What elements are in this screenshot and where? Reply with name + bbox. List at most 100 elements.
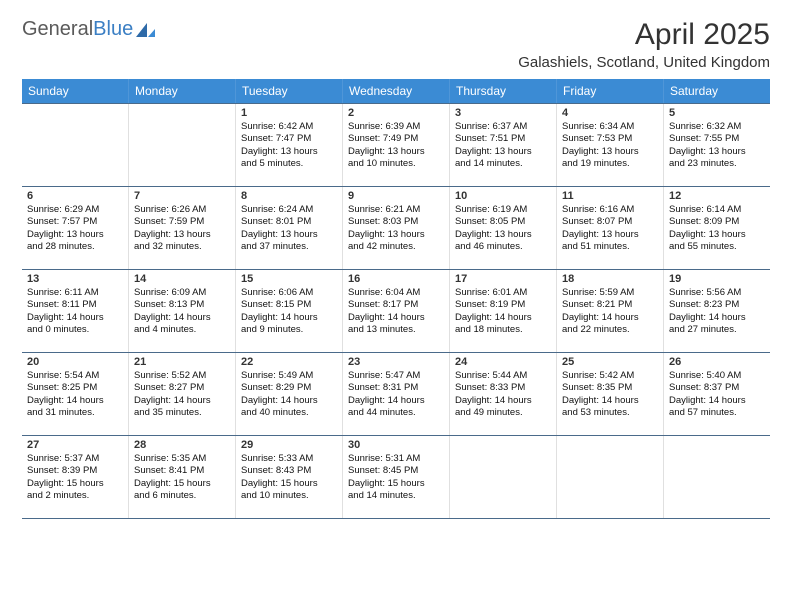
- sun-info: Sunrise: 6:42 AMSunset: 7:47 PMDaylight:…: [241, 121, 337, 170]
- day-cell: 28 Sunrise: 5:35 AMSunset: 8:41 PMDayligh…: [129, 436, 236, 518]
- week-row: 13 Sunrise: 6:11 AMSunset: 8:11 PMDayligh…: [22, 269, 770, 352]
- day-cell: 14 Sunrise: 6:09 AMSunset: 8:13 PMDayligh…: [129, 270, 236, 352]
- sun-info: Sunrise: 5:33 AMSunset: 8:43 PMDaylight:…: [241, 453, 337, 502]
- day-cell: 4 Sunrise: 6:34 AMSunset: 7:53 PMDaylight…: [557, 104, 664, 186]
- day-cell: 25 Sunrise: 5:42 AMSunset: 8:35 PMDayligh…: [557, 353, 664, 435]
- day-header: Wednesday: [343, 79, 450, 103]
- day-header: Monday: [129, 79, 236, 103]
- sun-info: Sunrise: 6:11 AMSunset: 8:11 PMDaylight:…: [27, 287, 123, 336]
- empty-cell: [557, 436, 664, 518]
- sun-info: Sunrise: 5:52 AMSunset: 8:27 PMDaylight:…: [134, 370, 230, 419]
- sun-info: Sunrise: 6:32 AMSunset: 7:55 PMDaylight:…: [669, 121, 765, 170]
- day-number: 4: [562, 107, 658, 119]
- day-cell: 3 Sunrise: 6:37 AMSunset: 7:51 PMDaylight…: [450, 104, 557, 186]
- day-number: 20: [27, 356, 123, 368]
- day-cell: 13 Sunrise: 6:11 AMSunset: 8:11 PMDayligh…: [22, 270, 129, 352]
- week-row: 1 Sunrise: 6:42 AMSunset: 7:47 PMDaylight…: [22, 103, 770, 186]
- sun-info: Sunrise: 6:19 AMSunset: 8:05 PMDaylight:…: [455, 204, 551, 253]
- sun-info: Sunrise: 5:35 AMSunset: 8:41 PMDaylight:…: [134, 453, 230, 502]
- day-number: 22: [241, 356, 337, 368]
- sun-info: Sunrise: 6:34 AMSunset: 7:53 PMDaylight:…: [562, 121, 658, 170]
- day-cell: 5 Sunrise: 6:32 AMSunset: 7:55 PMDaylight…: [664, 104, 770, 186]
- sun-info: Sunrise: 6:26 AMSunset: 7:59 PMDaylight:…: [134, 204, 230, 253]
- day-cell: 18 Sunrise: 5:59 AMSunset: 8:21 PMDayligh…: [557, 270, 664, 352]
- page-header: GeneralBlue April 2025 Galashiels, Scotl…: [22, 18, 770, 71]
- sun-info: Sunrise: 5:40 AMSunset: 8:37 PMDaylight:…: [669, 370, 765, 419]
- day-cell: 9 Sunrise: 6:21 AMSunset: 8:03 PMDaylight…: [343, 187, 450, 269]
- sun-info: Sunrise: 6:01 AMSunset: 8:19 PMDaylight:…: [455, 287, 551, 336]
- logo-text-blue: Blue: [93, 18, 133, 41]
- logo-text-general: General: [22, 18, 93, 41]
- day-number: 11: [562, 190, 658, 202]
- empty-cell: [664, 436, 770, 518]
- day-cell: 19Sunrise: 5:56 AMSunset: 8:23 PMDayligh…: [664, 270, 770, 352]
- sun-info: Sunrise: 6:16 AMSunset: 8:07 PMDaylight:…: [562, 204, 658, 253]
- day-cell: 17Sunrise: 6:01 AMSunset: 8:19 PMDayligh…: [450, 270, 557, 352]
- sun-info: Sunrise: 6:29 AMSunset: 7:57 PMDaylight:…: [27, 204, 123, 253]
- day-cell: 8Sunrise: 6:24 AMSunset: 8:01 PMDaylight…: [236, 187, 343, 269]
- day-cell: 21 Sunrise: 5:52 AMSunset: 8:27 PMDayligh…: [129, 353, 236, 435]
- day-header: Sunday: [22, 79, 129, 103]
- day-number: 2: [348, 107, 444, 119]
- day-cell: 27Sunrise: 5:37 AMSunset: 8:39 PMDayligh…: [22, 436, 129, 518]
- sun-info: Sunrise: 5:31 AMSunset: 8:45 PMDaylight:…: [348, 453, 444, 502]
- day-number: 25: [562, 356, 658, 368]
- empty-cell: [450, 436, 557, 518]
- day-cell: 22Sunrise: 5:49 AMSunset: 8:29 PMDayligh…: [236, 353, 343, 435]
- day-cell: 2Sunrise: 6:39 AMSunset: 7:49 PMDaylight…: [343, 104, 450, 186]
- day-cell: 24 Sunrise: 5:44 AMSunset: 8:33 PMDayligh…: [450, 353, 557, 435]
- sun-info: Sunrise: 5:54 AMSunset: 8:25 PMDaylight:…: [27, 370, 123, 419]
- day-header: Tuesday: [236, 79, 343, 103]
- day-number: 16: [348, 273, 444, 285]
- day-number: 18: [562, 273, 658, 285]
- day-cell: 20 Sunrise: 5:54 AMSunset: 8:25 PMDayligh…: [22, 353, 129, 435]
- day-number: 26: [669, 356, 765, 368]
- day-number: 19: [669, 273, 765, 285]
- sun-info: Sunrise: 5:42 AMSunset: 8:35 PMDaylight:…: [562, 370, 658, 419]
- logo: GeneralBlue: [22, 18, 157, 41]
- day-number: 9: [348, 190, 444, 202]
- day-cell: 6 Sunrise: 6:29 AMSunset: 7:57 PMDaylight…: [22, 187, 129, 269]
- sun-info: Sunrise: 6:37 AMSunset: 7:51 PMDaylight:…: [455, 121, 551, 170]
- day-number: 30: [348, 439, 444, 451]
- day-number: 3: [455, 107, 551, 119]
- day-number: 27: [27, 439, 123, 451]
- empty-cell: [22, 104, 129, 186]
- day-header: Saturday: [664, 79, 770, 103]
- sun-info: Sunrise: 6:24 AMSunset: 8:01 PMDaylight:…: [241, 204, 337, 253]
- day-cell: 11 Sunrise: 6:16 AMSunset: 8:07 PMDayligh…: [557, 187, 664, 269]
- month-title: April 2025: [518, 18, 770, 52]
- day-number: 7: [134, 190, 230, 202]
- day-number: 13: [27, 273, 123, 285]
- day-number: 12: [669, 190, 765, 202]
- day-header: Friday: [557, 79, 664, 103]
- calendar-body: 1 Sunrise: 6:42 AMSunset: 7:47 PMDaylight…: [22, 103, 770, 518]
- day-header-row: SundayMondayTuesdayWednesdayThursdayFrid…: [22, 79, 770, 103]
- day-number: 5: [669, 107, 765, 119]
- day-cell: 1 Sunrise: 6:42 AMSunset: 7:47 PMDaylight…: [236, 104, 343, 186]
- sun-info: Sunrise: 5:47 AMSunset: 8:31 PMDaylight:…: [348, 370, 444, 419]
- day-number: 29: [241, 439, 337, 451]
- day-number: 24: [455, 356, 551, 368]
- day-cell: 10 Sunrise: 6:19 AMSunset: 8:05 PMDayligh…: [450, 187, 557, 269]
- day-number: 21: [134, 356, 230, 368]
- day-cell: 30 Sunrise: 5:31 AMSunset: 8:45 PMDayligh…: [343, 436, 450, 518]
- sun-info: Sunrise: 6:21 AMSunset: 8:03 PMDaylight:…: [348, 204, 444, 253]
- day-cell: 23 Sunrise: 5:47 AMSunset: 8:31 PMDayligh…: [343, 353, 450, 435]
- day-cell: 15Sunrise: 6:06 AMSunset: 8:15 PMDayligh…: [236, 270, 343, 352]
- day-number: 28: [134, 439, 230, 451]
- day-number: 23: [348, 356, 444, 368]
- sun-info: Sunrise: 6:14 AMSunset: 8:09 PMDaylight:…: [669, 204, 765, 253]
- day-cell: 26 Sunrise: 5:40 AMSunset: 8:37 PMDayligh…: [664, 353, 770, 435]
- calendar: SundayMondayTuesdayWednesdayThursdayFrid…: [22, 79, 770, 519]
- day-number: 6: [27, 190, 123, 202]
- day-number: 10: [455, 190, 551, 202]
- sun-info: Sunrise: 5:44 AMSunset: 8:33 PMDaylight:…: [455, 370, 551, 419]
- day-number: 14: [134, 273, 230, 285]
- title-block: April 2025 Galashiels, Scotland, United …: [518, 18, 770, 71]
- day-cell: 16Sunrise: 6:04 AMSunset: 8:17 PMDayligh…: [343, 270, 450, 352]
- sun-info: Sunrise: 6:09 AMSunset: 8:13 PMDaylight:…: [134, 287, 230, 336]
- sun-info: Sunrise: 5:59 AMSunset: 8:21 PMDaylight:…: [562, 287, 658, 336]
- calendar-bottom-rule: [22, 518, 770, 519]
- day-number: 1: [241, 107, 337, 119]
